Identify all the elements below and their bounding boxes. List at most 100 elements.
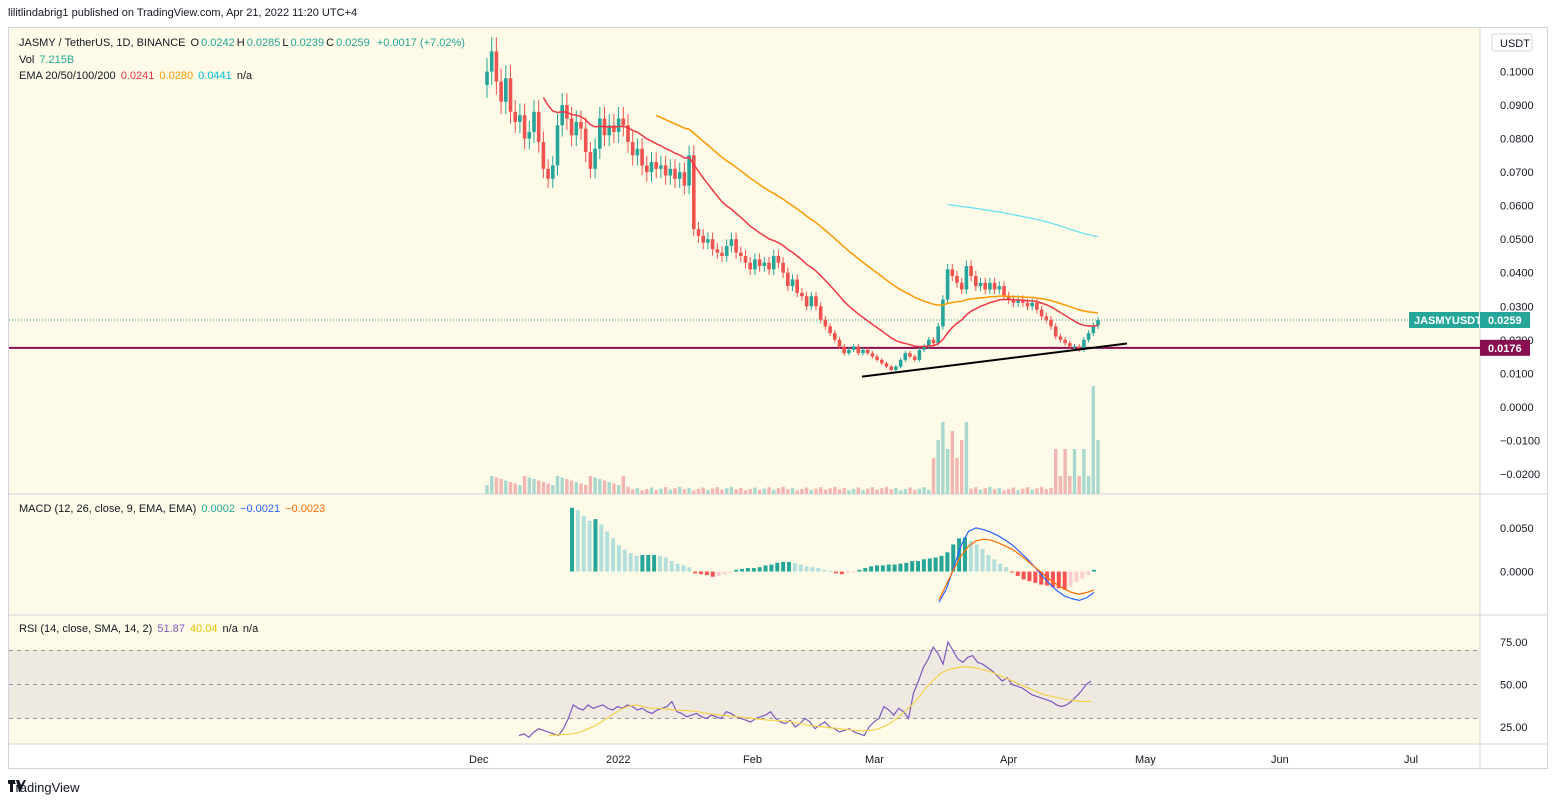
tradingview-brand: TradingView [8,780,80,795]
macd-legend: MACD (12, 26, close, 9, EMA, EMA) 0.0002… [19,503,327,515]
candle-body [955,276,959,283]
time-label-mar: Mar [865,754,884,766]
volume-bar [1021,488,1025,494]
macd-histogram-bar [880,565,885,572]
volume-bar [997,487,1001,494]
volume-bar [936,440,940,494]
candle-body [504,78,508,102]
price-tick-label: 0.0700 [1500,167,1534,179]
macd-histogram-bar [669,561,674,572]
ohlc-value-c: 0.0259 [336,37,370,49]
candle-body [1006,296,1011,300]
candle-body [1091,325,1096,334]
candle-body [1016,299,1020,303]
ema-legend: EMA 20/50/100/200 0.0241 0.0280 0.0441 n… [19,70,254,82]
volume-bar [485,485,489,494]
candle-body [485,71,489,85]
volume-bar [602,480,607,494]
macd-histogram-bar [1045,571,1050,586]
macd-histogram-bar [845,571,850,574]
candle-body [1058,336,1063,340]
price-tick-label: 0.0500 [1500,234,1534,246]
volume-bar [490,476,494,494]
volume-bar [870,487,875,494]
volume-bar [579,483,583,494]
macd-histogram-bar [622,549,627,572]
volume-bar [598,479,602,494]
volume-bar [922,487,926,494]
volume-bar [776,488,781,494]
candle-body [649,162,654,173]
last-price-label: 0.0259 [1488,315,1522,327]
macd-histogram-bar [693,571,698,574]
volume-bar [1025,487,1030,494]
macd-histogram-bar [1015,571,1020,576]
volume-bar [1044,489,1048,494]
volume-label: Vol [19,54,35,66]
volume-bar [692,490,696,494]
currency-label: USDT [1500,38,1530,50]
macd-histogram-bar [581,515,586,572]
volume-bar [884,486,889,494]
volume-bar [917,488,922,494]
volume-bar [941,422,945,494]
macd-histogram-bar [828,570,833,572]
candle-body [551,165,555,179]
candle-body [588,152,593,169]
volume-bar [616,485,621,494]
macd-histogram-bar [1068,571,1073,587]
volume-bar [706,490,710,494]
volume-bar [913,490,917,494]
candle-body [781,262,785,273]
macd-histogram-bar [945,552,950,572]
price-tick-label: 0.1000 [1500,67,1534,79]
candle-body [607,125,611,136]
volume-bar [1077,476,1081,494]
candle-body [682,172,687,186]
price-tick-label: 0.0000 [1500,402,1534,414]
volume-bar [833,486,837,494]
volume-bar [1082,449,1086,494]
candle-body [560,105,564,126]
chart-container[interactable]: 0.1000 0.0900 0.0800 0.0700 0.0600 0.0500 0.04… [8,27,1548,769]
macd-histogram-bar [605,531,610,572]
volume-bar [795,490,799,494]
volume-bar [645,488,649,494]
volume-bar [823,489,828,494]
macd-histogram-bar [634,555,639,572]
volume-bar [607,482,611,494]
candle-body [842,346,846,354]
macd-histogram-bar [1056,571,1061,589]
candle-body [964,266,969,290]
candle-body [889,366,893,370]
volume-bar [772,489,776,494]
macd-histogram-bar [704,571,709,576]
macd-histogram-bar [1050,571,1055,588]
candle-body [936,326,940,344]
ohlc-key-h: H [236,37,245,49]
volume-bar [861,490,865,494]
candle-body [626,125,630,142]
rsi-tick-label: 50.00 [1500,680,1528,692]
macd-histogram-bar [792,562,797,572]
candle-body [720,252,724,256]
candle-body [1044,316,1049,320]
macd-tick-label: 0.0000 [1500,567,1534,579]
candle-body [997,286,1002,290]
volume-bar [513,483,517,494]
price-axis-area [1480,28,1547,768]
candle-body [598,118,602,149]
volume-bar [569,480,574,494]
candle-body [518,115,522,122]
price-tick-label: 0.0300 [1500,301,1534,313]
candle-body [1025,302,1030,307]
macd-histogram-bar [740,568,745,572]
chart-canvas[interactable]: 0.1000 0.0900 0.0800 0.0700 0.0600 0.0500 0.04… [9,28,1547,768]
candle-body [1035,302,1039,310]
candle-body [818,306,823,320]
volume-bar [574,482,578,494]
candle-body [851,346,856,350]
candle-body [630,141,635,156]
candle-body [912,356,917,360]
macd-histogram-bar [570,507,574,572]
